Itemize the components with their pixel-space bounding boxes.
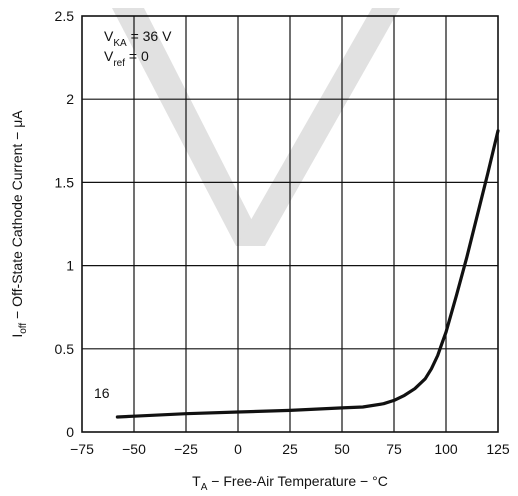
- y-tick-label: 0.5: [55, 341, 75, 357]
- x-tick-label: 125: [486, 441, 510, 457]
- x-tick-label: 0: [234, 441, 242, 457]
- y-tick-label: 0: [66, 424, 74, 440]
- series-line-ioff: [115, 129, 500, 419]
- watermark-stroke-top: [112, 8, 265, 246]
- series-group: [115, 129, 500, 419]
- x-axis-ticks: −75 −50 −25 0 25 50 75 100 125: [70, 441, 510, 457]
- condition-vka: VKA = 36 V: [104, 28, 172, 49]
- y-tick-label: 1.5: [55, 174, 75, 190]
- y-tick-label: 1: [66, 258, 74, 274]
- x-tick-label: 25: [282, 441, 298, 457]
- y-tick-label: 2.5: [55, 8, 75, 24]
- x-tick-label: −25: [174, 441, 198, 457]
- annotation-label: 16: [94, 385, 110, 401]
- watermark: [112, 8, 400, 246]
- watermark-stroke-diagonal: [236, 8, 400, 246]
- y-axis-label: Ioff − Off-State Cathode Current − μA: [9, 110, 29, 338]
- x-tick-label: 100: [434, 441, 458, 457]
- y-axis-ticks: 0 0.5 1 1.5 2 2.5: [55, 8, 75, 440]
- x-axis-label: TA − Free-Air Temperature − °C: [192, 473, 388, 493]
- plot-frame: [81, 15, 499, 433]
- x-tick-label: 75: [386, 441, 402, 457]
- x-tick-label: 50: [334, 441, 350, 457]
- condition-vref: Vref = 0: [104, 48, 149, 69]
- x-tick-label: −75: [70, 441, 94, 457]
- grid: [82, 16, 498, 432]
- x-tick-label: −50: [122, 441, 146, 457]
- y-tick-label: 2: [66, 91, 74, 107]
